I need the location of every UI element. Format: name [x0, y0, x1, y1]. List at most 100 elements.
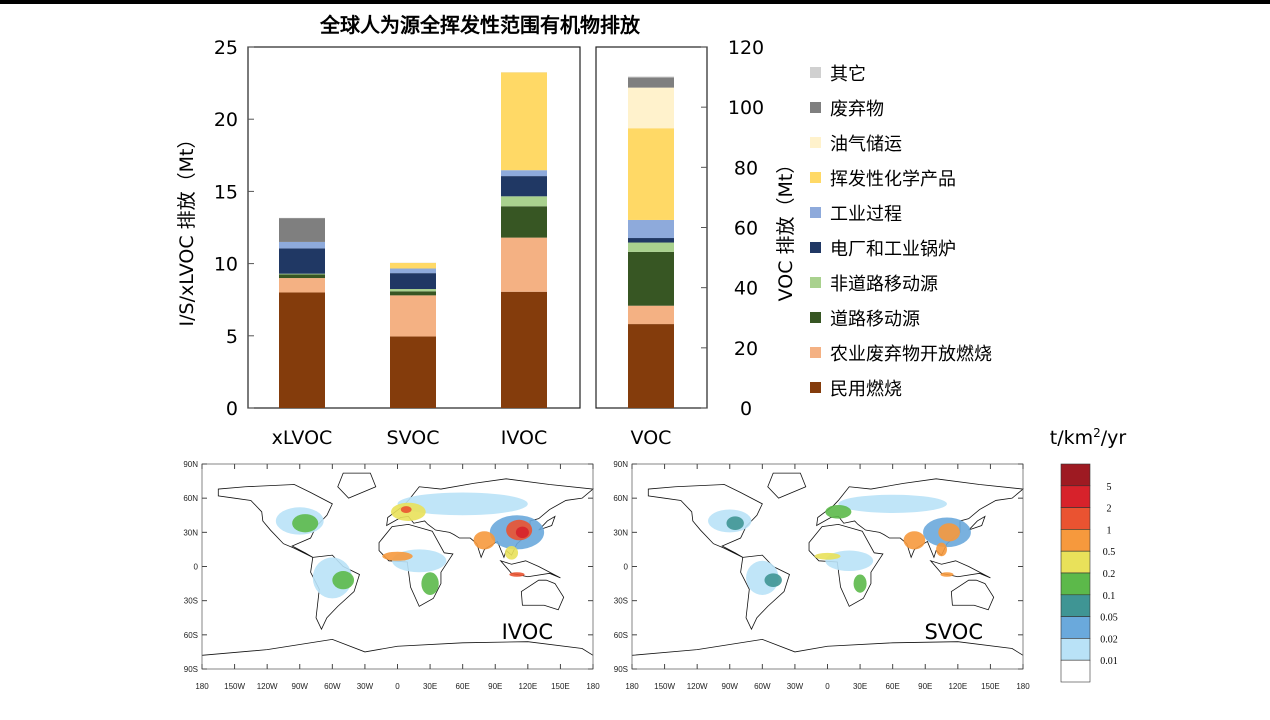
lon-label: 90E	[918, 682, 932, 691]
emission-hotspot	[940, 572, 954, 577]
emission-hotspot	[382, 551, 413, 561]
right-plot-area: 0 20 40 60 80 100 120 VOC	[595, 37, 764, 449]
lat-label: 0	[194, 563, 199, 572]
lon-label: 30W	[787, 682, 804, 691]
bar-segment-VOC-电厂和工业锅炉	[628, 238, 674, 243]
emission-hotspot	[936, 542, 947, 557]
map-panel-IVOC: 90N 60N 30N 0 30S 60S 90S 180 150W 120W 90W 60W 30W 0…	[183, 460, 600, 691]
lon-label: 90W	[722, 682, 739, 691]
bar-segment-VOC-废弃物	[628, 77, 674, 88]
emission-bar-chart: 全球人为源全挥发性范围有机物排放 0 5 10 15 20 25 xLVOC SVOC IVOC…	[176, 13, 992, 449]
emission-hotspot	[814, 552, 841, 560]
map-panel-SVOC: 90N 60N 30N 0 30S 60S 90S 180 150W 120W 90W 60W 30W 0…	[613, 460, 1030, 691]
y-tick-label: 25	[214, 37, 238, 59]
lon-label: 60W	[754, 682, 771, 691]
lat-label: 30S	[614, 597, 628, 606]
colorbar-level-label: 0.2	[1103, 569, 1116, 580]
antarctica-coastline	[631, 638, 1024, 656]
lat-label: 60S	[614, 631, 628, 640]
y-tick-label: 10	[214, 254, 238, 276]
bar-segment-VOC-农业废弃物开放燃烧	[628, 305, 674, 325]
bar-segment-VOC-其它	[628, 76, 674, 78]
legend-item: 电厂和工业锅炉	[810, 239, 956, 260]
lon-label: 0	[825, 682, 830, 691]
bar-segment-IVOC-农业废弃物开放燃烧	[501, 237, 547, 292]
top-border	[0, 0, 1270, 4]
left-plot-area: 0 5 10 15 20 25 xLVOC SVOC IVOC	[214, 37, 581, 449]
lon-label: 30W	[357, 682, 374, 691]
emission-hotspot	[473, 531, 496, 550]
y-tick-label: 5	[226, 326, 238, 348]
emission-hotspot	[764, 573, 782, 587]
bar-segment-xLVOC-非道路移动源	[279, 273, 325, 275]
legend-item: 废弃物	[810, 99, 884, 120]
y-tick-label: 20	[214, 109, 238, 131]
continent-outline	[337, 472, 377, 499]
lon-label: 60E	[456, 682, 470, 691]
legend-swatch	[810, 277, 821, 288]
emission-hotspot	[332, 571, 355, 590]
y-tick-label: 80	[734, 157, 758, 179]
lon-label: 120W	[257, 682, 278, 691]
colorbar-swatch	[1060, 529, 1091, 552]
colorbar-swatch	[1060, 550, 1091, 574]
emission-hotspot	[726, 516, 744, 531]
colorbar-swatch	[1060, 616, 1091, 639]
continent-outline	[767, 472, 807, 499]
legend-label: 工业过程	[830, 204, 902, 225]
bar-segment-xLVOC-民用燃烧	[279, 292, 325, 408]
bar-segment-xLVOC-废弃物	[279, 218, 325, 242]
bar-segment-IVOC-民用燃烧	[501, 291, 547, 408]
legend-swatch	[810, 382, 821, 393]
right-y-axis-label: VOC 排放（Mt）	[775, 155, 797, 302]
colorbar-level-label: 0.1	[1103, 591, 1116, 602]
y-tick-label: 15	[214, 181, 238, 203]
unit-suffix: /yr	[1101, 427, 1127, 449]
lat-label: 30S	[184, 597, 198, 606]
continent-outline	[538, 515, 556, 531]
lat-label: 90N	[613, 460, 628, 469]
lon-label: 120E	[948, 682, 967, 691]
lon-label: 90E	[488, 682, 502, 691]
bar-segment-VOC-挥发性化学产品	[628, 128, 674, 220]
y-tick-label: 40	[734, 278, 758, 300]
colorbar-level-label: 0.05	[1100, 613, 1118, 624]
emission-hotspot	[838, 494, 947, 513]
lat-label: 60N	[183, 494, 198, 503]
legend-item: 挥发性化学产品	[810, 169, 956, 190]
colorbar-unit: t/km2/yr	[1050, 426, 1127, 449]
bar-segment-VOC-非道路移动源	[628, 242, 674, 252]
colorbar-swatch	[1060, 507, 1091, 530]
lon-label: 30E	[853, 682, 867, 691]
colorbar-swatch	[1060, 594, 1091, 617]
bar-segment-SVOC-工业过程	[390, 268, 436, 274]
legend-swatch	[810, 207, 821, 218]
unit-sup: 2	[1093, 426, 1101, 440]
bar-segment-SVOC-农业废弃物开放燃烧	[390, 295, 436, 337]
legend-swatch	[810, 312, 821, 323]
legend-label: 非道路移动源	[830, 274, 938, 295]
lon-label: 150E	[551, 682, 570, 691]
lat-label: 30N	[183, 528, 198, 537]
emission-hotspot	[505, 546, 519, 560]
bar-segment-SVOC-电厂和工业锅炉	[390, 273, 436, 290]
continent-outline	[950, 579, 995, 611]
bar-segment-IVOC-工业过程	[501, 170, 547, 177]
legend-label: 道路移动源	[830, 309, 920, 330]
y-tick-label: 120	[728, 37, 764, 59]
lat-label: 60S	[184, 631, 198, 640]
continent-outline	[968, 515, 986, 531]
lon-label: 60W	[324, 682, 341, 691]
colorbar-level-label: 0.02	[1100, 634, 1118, 645]
bar-segment-VOC-道路移动源	[628, 251, 674, 306]
legend-label: 挥发性化学产品	[830, 169, 956, 190]
lon-label: 120E	[518, 682, 537, 691]
colorbar-swatch	[1060, 638, 1091, 661]
bar-segment-SVOC-民用燃烧	[390, 336, 436, 408]
bar-segment-IVOC-挥发性化学产品	[501, 72, 547, 171]
bar-segment-xLVOC-工业过程	[279, 241, 325, 249]
legend: 其它废弃物油气储运挥发性化学产品工业过程电厂和工业锅炉非道路移动源道路移动源农业…	[810, 64, 992, 400]
bar-segment-VOC-工业过程	[628, 219, 674, 239]
colorbar-level-label: 0.5	[1103, 547, 1116, 558]
